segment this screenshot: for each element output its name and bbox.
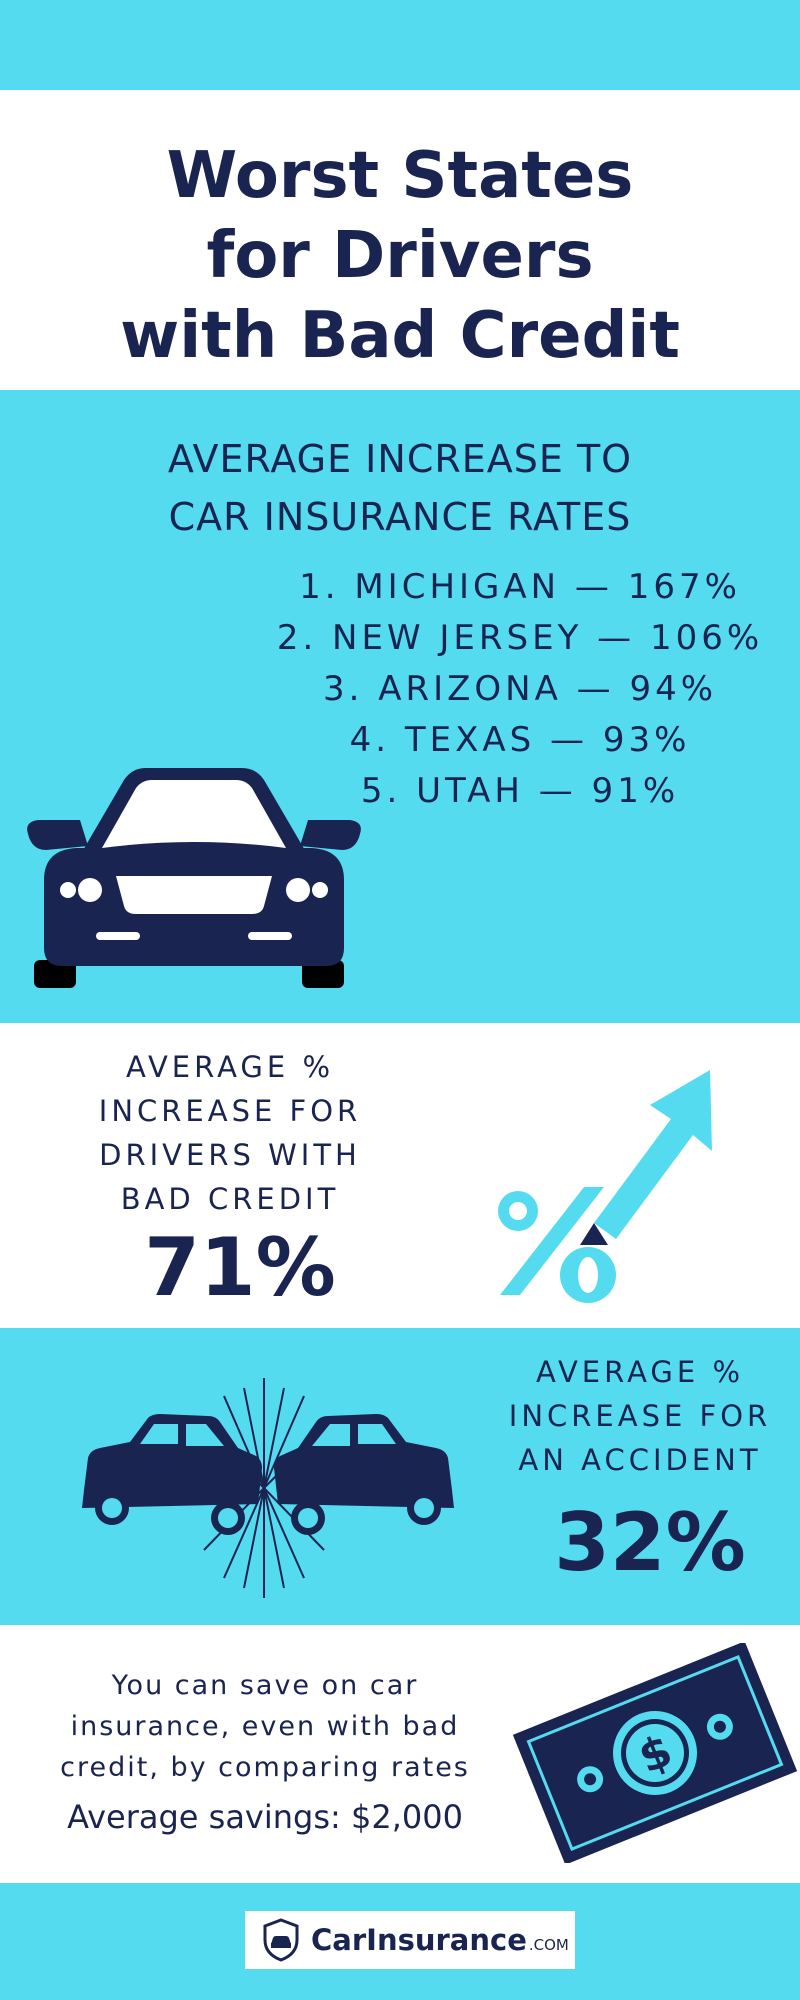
- title-line: for Drivers: [206, 219, 594, 293]
- accident-label: AVERAGE % INCREASE FOR AN ACCIDENT: [480, 1350, 800, 1482]
- logo-domain: .COM: [528, 1936, 569, 1954]
- footer: CarInsurance .COM: [0, 1883, 800, 2000]
- state-rank-item: 2. NEW JERSEY — 106%: [276, 618, 764, 658]
- bad-credit-label-line: DRIVERS WITH: [99, 1138, 361, 1172]
- savings-message-line: You can save on car: [111, 1670, 419, 1701]
- savings-section: You can save on car insurance, even with…: [0, 1625, 800, 1883]
- savings-message-line: credit, by comparing rates: [60, 1752, 470, 1783]
- accident-value: 32%: [554, 1496, 746, 1589]
- car-crash-icon: [82, 1378, 454, 1598]
- state-ranking-list: 1. MICHIGAN — 167% 2. NEW JERSEY — 106% …: [240, 562, 800, 817]
- page-title: Worst States for Drivers with Bad Credit: [0, 136, 800, 376]
- top-banner: [0, 0, 800, 90]
- title-line: Worst States: [166, 139, 634, 213]
- state-rank-item: 3. ARIZONA — 94%: [322, 669, 718, 709]
- percent-arrow-icon: [498, 1070, 712, 1303]
- accident-label-line: AN ACCIDENT: [518, 1443, 762, 1477]
- dollar-bill-icon: $: [512, 1643, 798, 1863]
- logo-text: CarInsurance: [311, 1923, 527, 1957]
- rates-heading-line: CAR INSURANCE RATES: [168, 495, 632, 539]
- bad-credit-section: AVERAGE % INCREASE FOR DRIVERS WITH BAD …: [0, 1023, 800, 1328]
- car-front-icon: [27, 768, 361, 988]
- bad-credit-label: AVERAGE % INCREASE FOR DRIVERS WITH BAD …: [60, 1045, 400, 1221]
- bad-credit-value: 71%: [144, 1221, 336, 1314]
- accident-section: AVERAGE % INCREASE FOR AN ACCIDENT 32%: [0, 1328, 800, 1625]
- rates-section: AVERAGE INCREASE TO CAR INSURANCE RATES …: [0, 390, 800, 1023]
- state-rank-item: 5. UTAH — 91%: [360, 771, 680, 811]
- bad-credit-label-line: INCREASE FOR: [98, 1094, 362, 1128]
- accident-label-line: INCREASE FOR: [508, 1399, 772, 1433]
- rates-heading-line: AVERAGE INCREASE TO: [167, 437, 633, 481]
- bad-credit-label-line: AVERAGE %: [125, 1050, 335, 1084]
- accident-label-line: AVERAGE %: [535, 1355, 745, 1389]
- rates-heading: AVERAGE INCREASE TO CAR INSURANCE RATES: [0, 430, 800, 546]
- savings-message-line: insurance, even with bad: [70, 1711, 460, 1742]
- title-line: with Bad Credit: [120, 299, 680, 373]
- average-savings: Average savings: $2,000: [67, 1798, 463, 1836]
- state-rank-item: 4. TEXAS — 93%: [349, 720, 691, 760]
- state-rank-item: 1. MICHIGAN — 167%: [299, 567, 741, 607]
- carinsurance-logo[interactable]: CarInsurance .COM: [245, 1911, 575, 1969]
- bad-credit-label-line: BAD CREDIT: [120, 1182, 340, 1216]
- shield-car-icon: [263, 1918, 299, 1962]
- savings-message: You can save on car insurance, even with…: [10, 1665, 520, 1788]
- title-section: Worst States for Drivers with Bad Credit: [0, 90, 800, 390]
